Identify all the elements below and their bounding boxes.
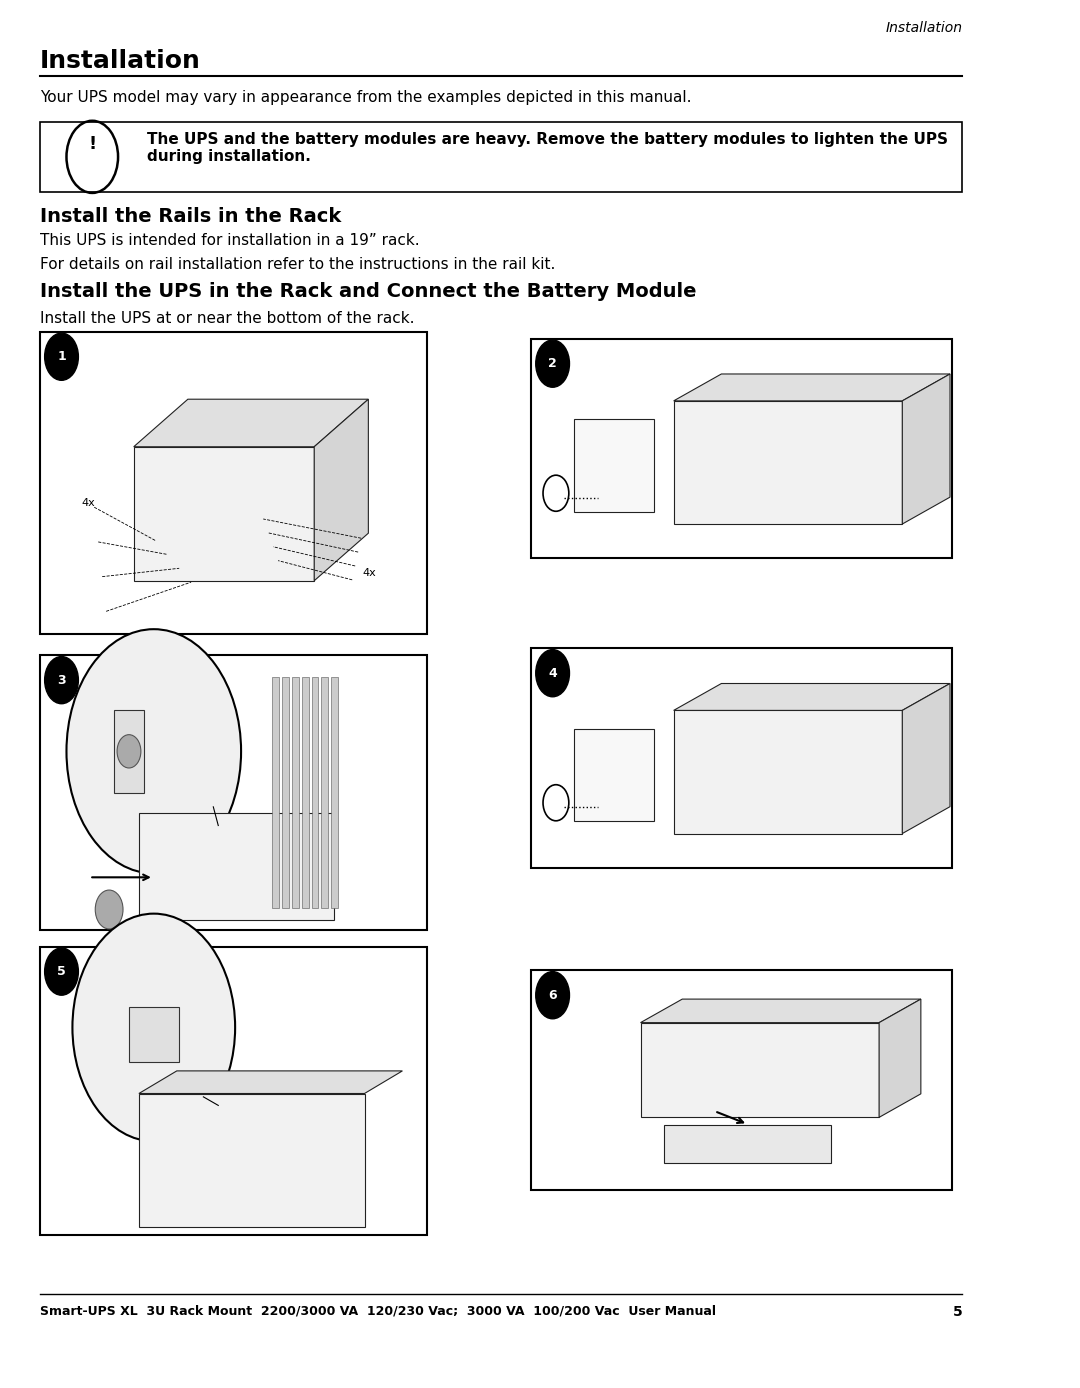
Polygon shape	[879, 999, 921, 1117]
Bar	[573, 729, 653, 822]
Bar	[272, 677, 279, 908]
Circle shape	[72, 913, 235, 1141]
Text: Installation: Installation	[40, 49, 201, 72]
Bar	[114, 709, 144, 793]
Polygon shape	[640, 999, 921, 1023]
Circle shape	[543, 784, 569, 820]
Bar	[573, 419, 653, 512]
Text: 6: 6	[549, 988, 557, 1002]
Bar	[301, 677, 309, 908]
Circle shape	[67, 629, 241, 873]
Polygon shape	[674, 373, 950, 401]
Text: 4x: 4x	[362, 568, 376, 577]
Circle shape	[44, 657, 79, 704]
Text: For details on rail installation refer to the instructions in the rail kit.: For details on rail installation refer t…	[40, 257, 555, 272]
Text: The UPS and the battery modules are heavy. Remove the battery modules to lighten: The UPS and the battery modules are heav…	[147, 132, 948, 164]
Bar	[674, 401, 902, 525]
Text: Installation: Installation	[886, 21, 962, 35]
Polygon shape	[314, 400, 368, 580]
Text: Install the UPS in the Rack and Connect the Battery Module: Install the UPS in the Rack and Connect …	[40, 282, 697, 301]
Bar	[282, 677, 288, 908]
Polygon shape	[902, 373, 950, 525]
Text: 5: 5	[953, 1305, 962, 1319]
Bar	[40, 947, 427, 1235]
Text: !: !	[89, 135, 96, 153]
Bar	[530, 339, 953, 558]
Polygon shape	[674, 683, 950, 711]
Bar	[292, 677, 299, 908]
Bar	[139, 813, 335, 920]
Bar	[530, 970, 953, 1190]
Circle shape	[536, 972, 569, 1019]
Circle shape	[536, 650, 569, 697]
Bar	[664, 1126, 832, 1163]
Polygon shape	[134, 400, 368, 447]
Text: 2: 2	[549, 357, 557, 371]
Bar	[40, 122, 962, 192]
Text: 5: 5	[57, 965, 66, 979]
Text: Your UPS model may vary in appearance from the examples depicted in this manual.: Your UPS model may vary in appearance fr…	[40, 90, 691, 105]
Bar	[530, 648, 953, 868]
Text: 4x: 4x	[81, 498, 95, 508]
Text: 3: 3	[57, 673, 66, 687]
Text: Install the UPS at or near the bottom of the rack.: Install the UPS at or near the bottom of…	[40, 311, 415, 326]
Text: 1: 1	[57, 350, 66, 364]
Bar	[134, 447, 314, 580]
Bar	[40, 332, 427, 634]
Text: Install the Rails in the Rack: Install the Rails in the Rack	[40, 207, 341, 226]
Circle shape	[536, 340, 569, 387]
Bar	[640, 1023, 879, 1117]
Bar	[674, 711, 902, 834]
Bar	[129, 1006, 178, 1062]
Circle shape	[543, 475, 569, 511]
Bar	[311, 677, 319, 908]
Polygon shape	[902, 683, 950, 834]
Text: 4: 4	[549, 666, 557, 680]
Bar	[332, 677, 338, 908]
Text: Smart-UPS XL  3U Rack Mount  2200/3000 VA  120/230 Vac;  3000 VA  100/200 Vac  U: Smart-UPS XL 3U Rack Mount 2200/3000 VA …	[40, 1305, 716, 1317]
Bar	[40, 655, 427, 930]
Polygon shape	[139, 1072, 403, 1094]
Bar	[322, 677, 328, 908]
Circle shape	[117, 734, 140, 768]
Circle shape	[44, 333, 79, 380]
Circle shape	[44, 948, 79, 995]
Bar	[139, 1094, 365, 1227]
Circle shape	[95, 890, 123, 929]
Text: This UPS is intended for installation in a 19” rack.: This UPS is intended for installation in…	[40, 233, 419, 248]
